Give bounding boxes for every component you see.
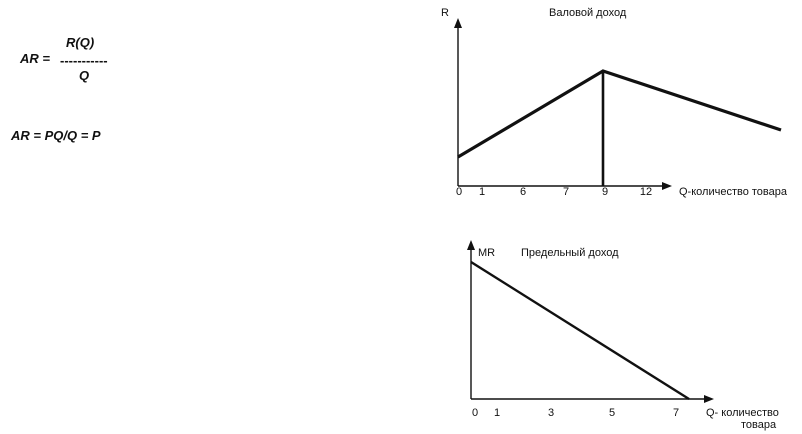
mr-x-label-text: Q- количество	[706, 407, 779, 419]
tr-tick-label: 7	[563, 186, 569, 198]
tr-y-label: R	[441, 7, 449, 19]
tr-curve	[457, 69, 782, 159]
tr-x-label: Q-количество товара	[679, 186, 788, 198]
mr-y-label: MR	[478, 247, 495, 259]
mr-tick-label: 0	[472, 407, 478, 419]
mr-tick-label: 5	[609, 407, 615, 419]
mr-x-label-text-line2: товара	[741, 419, 777, 431]
ar-formula-fraction-bar: -----------	[60, 53, 108, 68]
mr-curve	[470, 260, 690, 401]
tr-tick-label: 0	[456, 186, 462, 198]
mr-tick-label: 3	[548, 407, 554, 419]
mr-x-axis-arrow	[704, 395, 714, 403]
mr-tick-label: 1	[494, 407, 500, 419]
tr-tick-label: 6	[520, 186, 526, 198]
mr-x-label: Q- количество товара	[706, 407, 782, 431]
ar-formula-numerator: R(Q)	[66, 35, 95, 50]
mr-title: Предельный доход	[521, 247, 619, 259]
ar-formula-denominator: Q	[79, 68, 90, 83]
tr-title: Валовой доход	[549, 7, 627, 19]
mr-y-axis-arrow	[467, 240, 475, 250]
tr-tick-label: 9	[602, 186, 608, 198]
marginal-revenue-chart: MR Предельный доход Q- количество товара…	[467, 240, 782, 431]
tr-tick-label: 1	[479, 186, 485, 198]
ar-formula-lhs: AR =	[20, 51, 50, 66]
tr-tick-label: 12	[640, 186, 652, 198]
ar-equals-p-formula: AR = PQ/Q = P	[11, 128, 101, 143]
mr-tick-label: 7	[673, 407, 679, 419]
tr-x-axis-arrow	[662, 182, 672, 190]
total-revenue-chart: R Валовой доход Q-количество товара 0 1 …	[441, 7, 788, 198]
tr-y-axis-arrow	[454, 18, 462, 28]
